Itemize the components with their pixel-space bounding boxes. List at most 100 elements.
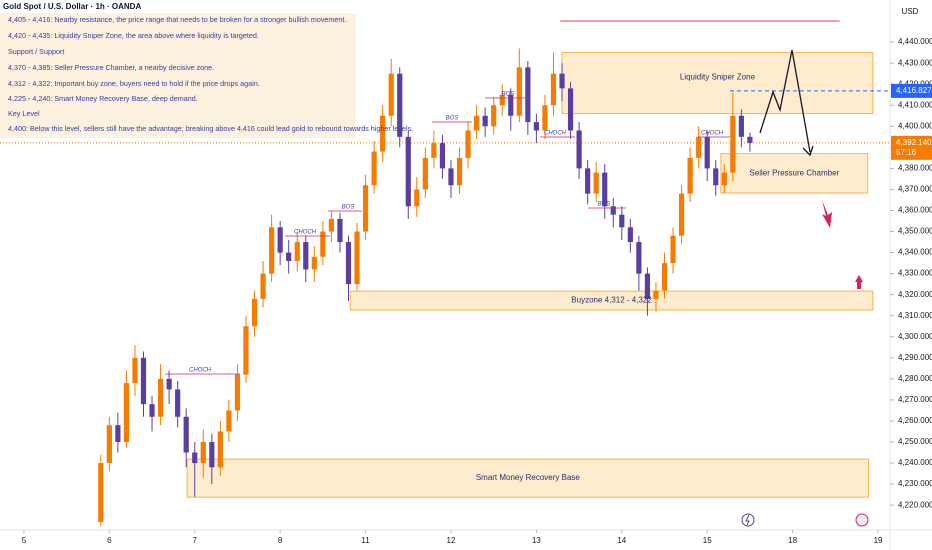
candle-body (311, 256, 317, 270)
candle-body (585, 168, 591, 194)
y-tick-label: 4,280.000 (898, 374, 932, 383)
structure-label: CHOCH (294, 230, 317, 236)
y-tick-label: 4,360.000 (898, 206, 932, 215)
candle-body (362, 185, 369, 232)
marker-label: 4,416.827 (896, 86, 932, 95)
candle-body (602, 172, 608, 207)
x-tick-label: 15 (703, 536, 712, 545)
candle-body (456, 157, 463, 186)
candle-body (627, 227, 633, 243)
arrow-head (802, 145, 814, 157)
candle-body (98, 463, 104, 523)
y-tick-label: 4,220.000 (898, 500, 932, 509)
candle-body (559, 73, 565, 89)
candle-body (175, 389, 181, 417)
candle-body (405, 136, 411, 207)
candle-body (491, 105, 497, 127)
price-badge (891, 135, 932, 160)
candle-body (542, 105, 548, 131)
candle-body (713, 168, 719, 186)
candle-body (234, 374, 241, 411)
candle-body (217, 431, 223, 468)
candle-body (499, 94, 505, 106)
currency: USD (902, 7, 919, 16)
candle-body (670, 235, 676, 264)
candle-body (653, 290, 659, 299)
candle-body (320, 231, 326, 257)
y-tick-label: 4,370.000 (898, 185, 932, 194)
zone (186, 458, 870, 498)
structure-label: CHOCH (189, 368, 212, 374)
x-tick-label: 18 (788, 536, 797, 545)
candle-body (123, 383, 130, 443)
candle-body (448, 168, 454, 186)
y-tick-label: 4,310.000 (898, 311, 932, 320)
candle-body (687, 157, 693, 194)
y-tick-label: 4,420.000 (898, 79, 932, 88)
structure-label: BOS (502, 92, 515, 98)
y-tick-label: 4,340.000 (898, 248, 932, 257)
marker-badge (891, 83, 932, 98)
candle-body (474, 115, 480, 131)
event-icon[interactable] (741, 513, 755, 527)
structure-label: BOS (598, 202, 611, 208)
zone-label: Liquidity Sniper Zone (680, 72, 756, 81)
zone (720, 153, 869, 194)
y-tick-label: 4,240.000 (898, 458, 932, 467)
candle-body (243, 326, 249, 375)
candle-body (200, 442, 206, 464)
x-tick-label: 8 (278, 536, 283, 545)
candle-body (465, 130, 471, 158)
candle-body (226, 410, 232, 432)
candle-body (183, 416, 189, 453)
zone-label: Buyzone 4,312 - 4,322 (571, 296, 652, 305)
candle-body (747, 136, 753, 143)
candle-body (661, 263, 668, 291)
structure-label: CHOCH (544, 131, 567, 137)
x-tick-label: 12 (447, 536, 456, 545)
candles (98, 48, 753, 527)
candle-body (192, 452, 198, 464)
structure-label: BOS (342, 205, 355, 211)
candle-body (337, 218, 343, 243)
candle-body (576, 130, 582, 169)
x-tick-label: 5 (22, 536, 27, 545)
zone (349, 290, 874, 311)
projection-path (759, 49, 811, 153)
candle-body (593, 172, 599, 194)
candle-body (696, 136, 702, 158)
countdown: 57:16 (896, 148, 917, 157)
candle-body (482, 115, 488, 127)
notes-box (0, 13, 356, 138)
y-tick-label: 4,290.000 (898, 353, 932, 362)
candle-body (166, 378, 172, 390)
candle-body (636, 242, 642, 274)
candle-body (516, 67, 522, 116)
y-tick-label: 4,330.000 (898, 269, 932, 278)
y-tick-label: 4,300.000 (898, 332, 932, 341)
candle-body (525, 67, 531, 123)
y-tick-label: 4,270.000 (898, 395, 932, 404)
candle-body (371, 151, 377, 186)
y-tick-label: 4,350.000 (898, 227, 932, 236)
candle-body (414, 189, 420, 207)
candle-body (269, 227, 275, 274)
y-tick-label: 4,430.000 (898, 58, 932, 67)
symbol-title: Gold Spot / U.S. Dollar · 1h · OANDA (3, 2, 141, 11)
candle-body (286, 252, 292, 262)
candle-body (439, 143, 446, 169)
candle-body (388, 73, 394, 116)
candle-body (260, 273, 266, 299)
y-tick-label: 4,250.000 (898, 437, 932, 446)
candle-body (303, 242, 309, 270)
structure-label: BOS (446, 116, 459, 122)
price-label: 4,392.140 (896, 138, 932, 147)
zone-label: Smart Money Recovery Base (476, 473, 581, 482)
candle-body (277, 227, 283, 253)
candle-body (149, 404, 155, 417)
flag-icon[interactable] (855, 513, 869, 527)
y-tick-label: 4,440.000 (898, 37, 932, 46)
candle-body (397, 73, 403, 137)
x-tick-label: 13 (532, 536, 541, 545)
